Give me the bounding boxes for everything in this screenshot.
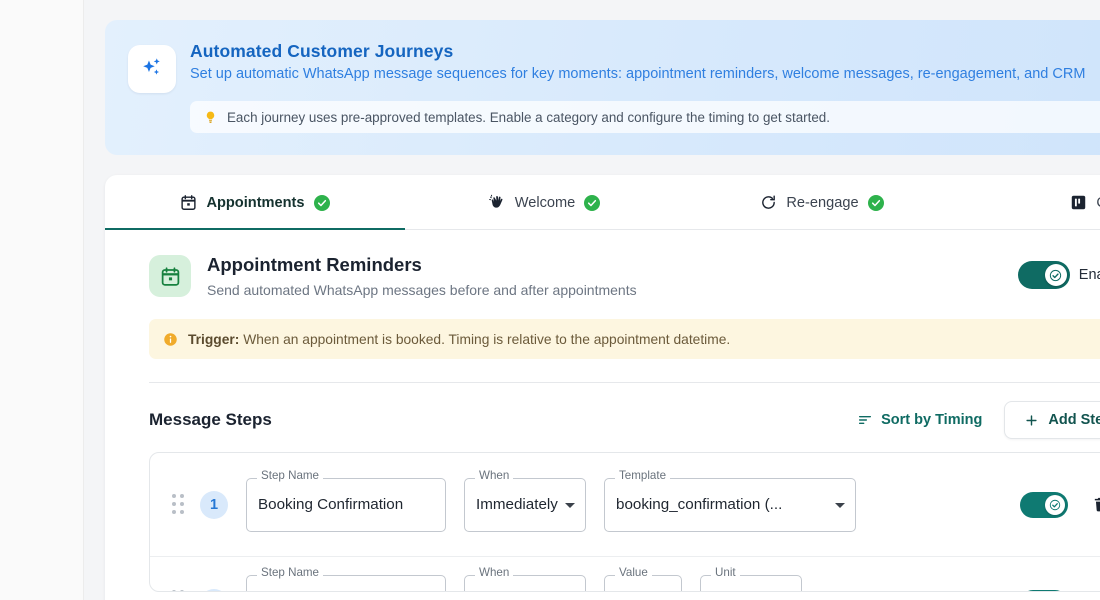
unit-label: Unit	[711, 567, 740, 579]
trigger-detail: When an appointment is booked. Timing is…	[243, 331, 731, 347]
enable-toggle-label: Enabled	[1078, 267, 1100, 283]
banner-subtitle: Set up automatic WhatsApp message sequen…	[190, 66, 1086, 82]
calendar-icon	[149, 255, 191, 297]
add-step-button[interactable]: Add Step	[1004, 401, 1100, 439]
table-row: 1 Step Name Booking Confirmation When Im…	[150, 453, 1100, 557]
step-name-field[interactable]: Step Name	[246, 567, 446, 591]
journey-tabs: Appointments Welcome	[105, 175, 1100, 230]
trigger-label: Trigger:	[188, 331, 240, 347]
banner-tip: Each journey uses pre-approved templates…	[190, 101, 1100, 133]
drag-handle-icon[interactable]	[170, 494, 186, 516]
toggle-knob-check-icon	[1044, 264, 1067, 286]
message-steps-actions: Sort by Timing Add Step	[849, 401, 1100, 439]
when-label: When	[475, 567, 514, 579]
tab-label: Re-engage	[786, 194, 859, 211]
refresh-icon	[760, 194, 777, 211]
sort-icon	[857, 412, 873, 428]
banner-tip-text: Each journey uses pre-approved templates…	[227, 109, 830, 125]
banner-title: Automated Customer Journeys	[190, 41, 454, 61]
when-select[interactable]: When	[464, 567, 586, 591]
template-select[interactable]: Template booking_confirmation (...	[604, 469, 856, 532]
info-icon	[163, 332, 178, 347]
tab-re-engage[interactable]: Re-engage	[683, 175, 961, 230]
section-subtitle: Send automated WhatsApp messages before …	[207, 282, 637, 298]
step-name-value: Booking Confirmation	[258, 496, 404, 513]
row-actions	[1020, 491, 1100, 518]
delete-step-button[interactable]	[1088, 589, 1100, 591]
drag-handle-icon[interactable]	[170, 589, 186, 591]
app-shell-gutter	[0, 0, 84, 600]
sparkles-icon	[128, 45, 176, 93]
step-enable-toggle[interactable]	[1020, 491, 1068, 518]
trigger-text: Trigger: When an appointment is booked. …	[188, 332, 730, 347]
sort-by-timing-label: Sort by Timing	[881, 412, 983, 428]
unit-select[interactable]: Unit	[700, 567, 802, 591]
value-label: Value	[615, 567, 652, 579]
delete-step-button[interactable]	[1088, 491, 1100, 518]
waving-hand-icon	[488, 194, 506, 212]
tab-label: Welcome	[514, 194, 576, 211]
tab-label: CRM	[1096, 195, 1100, 211]
step-number: 1	[200, 490, 228, 519]
calendar-icon	[180, 194, 197, 211]
check-circle-icon	[867, 194, 884, 211]
section-enable-toggle-group: Enabled	[1017, 261, 1100, 289]
section-header: Appointment Reminders Send automated Wha…	[105, 230, 1100, 298]
tab-crm[interactable]: CRM	[961, 175, 1100, 230]
tab-label: Appointments	[206, 194, 305, 211]
check-circle-icon	[584, 194, 601, 211]
table-row: 2 Step Name When Value	[150, 557, 1100, 591]
add-step-label: Add Step	[1048, 412, 1100, 428]
tab-appointments[interactable]: Appointments	[105, 175, 405, 230]
when-select[interactable]: When Immediately	[464, 469, 586, 532]
chevron-down-icon	[835, 502, 845, 508]
message-steps-list: 1 Step Name Booking Confirmation When Im…	[149, 452, 1100, 592]
step-name-label: Step Name	[257, 469, 323, 482]
template-value: booking_confirmation (...	[616, 496, 783, 513]
enable-toggle[interactable]	[1017, 261, 1070, 289]
page-canvas: Automated Customer Journeys Set up autom…	[84, 0, 1100, 600]
step-name-label: Step Name	[257, 567, 323, 579]
journeys-card: Appointments Welcome	[105, 175, 1100, 600]
row-actions	[1020, 589, 1100, 591]
toggle-knob-check-icon	[1045, 494, 1065, 515]
template-label: Template	[615, 469, 671, 482]
check-circle-icon	[313, 194, 330, 211]
step-number: 2	[200, 589, 228, 591]
chevron-down-icon	[565, 502, 575, 508]
sort-by-timing-button[interactable]: Sort by Timing	[849, 406, 990, 434]
kanban-board-icon	[1070, 194, 1087, 211]
lightbulb-icon	[203, 110, 218, 125]
plus-icon	[1024, 413, 1039, 428]
section-divider	[149, 382, 1100, 383]
trigger-notice: Trigger: When an appointment is booked. …	[149, 319, 1100, 359]
message-steps-title: Message Steps	[149, 410, 272, 429]
value-field[interactable]: Value	[604, 567, 682, 591]
step-name-field[interactable]: Step Name Booking Confirmation	[246, 469, 446, 532]
page-title: Appointment Reminders	[207, 254, 422, 275]
step-enable-toggle[interactable]	[1020, 589, 1068, 591]
automated-journeys-banner: Automated Customer Journeys Set up autom…	[105, 20, 1100, 155]
message-steps-header: Message Steps Sort by Timing Add Step	[149, 400, 1100, 440]
tab-welcome[interactable]: Welcome	[405, 175, 683, 230]
when-label: When	[475, 469, 514, 482]
